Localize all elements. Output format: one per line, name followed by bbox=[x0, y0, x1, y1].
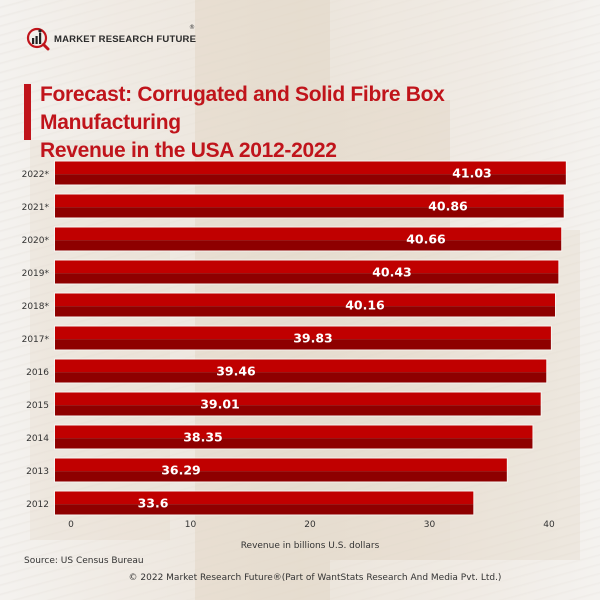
bar-value-label: 36.29 bbox=[161, 463, 201, 478]
bar-bottom bbox=[55, 207, 564, 218]
bar-value-label: 40.16 bbox=[345, 298, 385, 313]
y-tick-label: 2012 bbox=[26, 500, 49, 510]
logo-magnifier-chart-icon bbox=[26, 27, 50, 51]
y-tick-label: 2014 bbox=[26, 434, 49, 444]
bar-bottom bbox=[55, 438, 533, 449]
bar-bottom bbox=[55, 504, 474, 515]
bar-outline bbox=[54, 226, 563, 252]
x-tick-label: 10 bbox=[185, 520, 197, 530]
bar-value-label: 39.01 bbox=[200, 397, 240, 412]
bar-top bbox=[55, 392, 541, 406]
bar-outline bbox=[54, 292, 556, 318]
y-tick-label: 2016 bbox=[26, 368, 49, 378]
bar-value-label: 40.43 bbox=[372, 265, 412, 280]
x-axis-label: Revenue in billions U.S. dollars bbox=[240, 541, 380, 551]
bar-bottom bbox=[55, 471, 507, 482]
y-tick-label: 2013 bbox=[26, 467, 49, 477]
bar-outline bbox=[54, 193, 565, 219]
x-tick-label: 40 bbox=[543, 520, 555, 530]
title-accent-bar bbox=[24, 84, 31, 140]
chart-title: Forecast: Corrugated and Solid Fibre Box… bbox=[40, 81, 590, 165]
chart-title-line-1: Forecast: Corrugated and Solid Fibre Box… bbox=[40, 83, 445, 134]
bar-top bbox=[55, 260, 559, 274]
x-tick-label: 30 bbox=[424, 520, 436, 530]
brand-name: MARKET RESEARCH FUTURE bbox=[54, 33, 197, 45]
copyright-note: © 2022 Market Research Future®(Part of W… bbox=[128, 573, 502, 583]
y-tick-label: 2017* bbox=[22, 335, 50, 345]
bar-outline bbox=[54, 424, 534, 450]
bar-top bbox=[55, 326, 551, 340]
bar-outline bbox=[54, 358, 548, 384]
bar-value-label: 39.83 bbox=[293, 331, 333, 346]
bar-outline bbox=[54, 391, 542, 417]
bar-value-label: 39.46 bbox=[216, 364, 256, 379]
y-tick-label: 2020* bbox=[22, 236, 50, 246]
bar-value-label: 40.86 bbox=[428, 199, 468, 214]
chart-title-line-2: Revenue in the USA 2012-2022 bbox=[40, 139, 337, 162]
source-note: Source: US Census Bureau bbox=[24, 556, 144, 566]
bar-bottom bbox=[55, 240, 562, 251]
x-tick-label: 20 bbox=[304, 520, 316, 530]
bar-outline bbox=[54, 490, 475, 516]
y-tick-label: 2015 bbox=[26, 401, 49, 411]
bar-bottom bbox=[55, 339, 551, 350]
bar-bottom bbox=[55, 174, 566, 185]
bar-top bbox=[55, 491, 474, 505]
y-tick-label: 2018* bbox=[22, 302, 50, 312]
bar-value-label: 41.03 bbox=[452, 166, 492, 181]
bar-bottom bbox=[55, 306, 555, 317]
bar-outline bbox=[54, 259, 560, 285]
y-tick-label: 2022* bbox=[22, 170, 50, 180]
bar-bottom bbox=[55, 405, 541, 416]
bar-top bbox=[55, 293, 555, 307]
y-tick-label: 2021* bbox=[22, 203, 50, 213]
bar-value-label: 40.66 bbox=[406, 232, 446, 247]
bar-value-label: 33.6 bbox=[138, 496, 169, 511]
registered-mark: ® bbox=[189, 24, 195, 31]
bar-bottom bbox=[55, 273, 559, 284]
bar-outline bbox=[54, 160, 567, 186]
bar-outline bbox=[54, 457, 508, 483]
bar-top bbox=[55, 227, 562, 241]
bar-bottom bbox=[55, 372, 547, 383]
bar-value-label: 38.35 bbox=[183, 430, 223, 445]
brand-logo: MARKET RESEARCH FUTURE ® bbox=[26, 24, 197, 51]
bar-outline bbox=[54, 325, 552, 351]
bar-top bbox=[55, 458, 507, 472]
y-tick-label: 2019* bbox=[22, 269, 50, 279]
bar-top bbox=[55, 425, 533, 439]
x-tick-label: 0 bbox=[68, 520, 74, 530]
bar-top bbox=[55, 161, 566, 175]
bar-top bbox=[55, 359, 547, 373]
bar-top bbox=[55, 194, 564, 208]
